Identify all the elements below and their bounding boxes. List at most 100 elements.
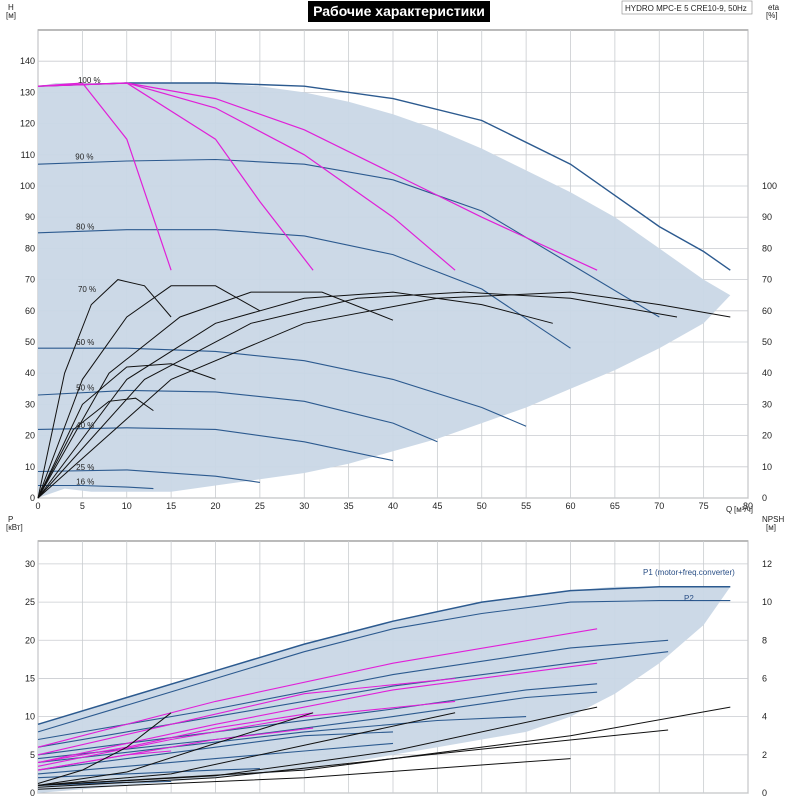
speed-label: 80 % — [76, 223, 94, 232]
x-tick-label: 65 — [610, 501, 620, 511]
speed-label: 60 % — [76, 338, 94, 347]
speed-curve — [37, 389, 438, 443]
y2-tick-label: 30 — [762, 399, 772, 409]
y-tick-label: 110 — [21, 150, 35, 160]
qh-curve — [37, 291, 731, 499]
y-tick-label: 30 — [25, 559, 35, 569]
y-tick-label: 20 — [25, 635, 35, 645]
p1-series-line — [37, 586, 731, 726]
p-axis-unit: [кВт] — [6, 523, 23, 532]
npsh-axis-unit: [м] — [766, 523, 776, 532]
max-speed-curve — [37, 82, 731, 271]
power-speed-curve — [37, 768, 260, 779]
q-axis-label: Q — [726, 505, 732, 514]
y2-tick-label: 2 — [762, 750, 767, 760]
y2-tick-label: 60 — [762, 306, 772, 316]
x-tick-label: 70 — [654, 501, 664, 511]
npsh-curve — [37, 758, 571, 790]
speed-curve — [37, 229, 571, 349]
x-tick-label: 5 — [80, 501, 85, 511]
y2-tick-label: 40 — [762, 368, 772, 378]
eta-axis-unit: [%] — [766, 11, 778, 20]
speed-label: 16 % — [76, 478, 94, 487]
legend-p2: P2 — [684, 594, 694, 603]
y2-tick-label: 100 — [762, 181, 777, 191]
npsh-curve — [37, 706, 731, 786]
power-pump-curve — [37, 662, 598, 764]
x-tick-label: 35 — [344, 501, 354, 511]
y2-tick-label: 50 — [762, 337, 772, 347]
y2-tick-label: 6 — [762, 673, 767, 683]
x-tick-label: 75 — [699, 501, 709, 511]
operating-envelope-area — [38, 83, 731, 498]
x-tick-label: 0 — [35, 501, 40, 511]
y2-tick-label: 4 — [762, 712, 767, 722]
speed-curve — [37, 427, 394, 462]
y2-tick-label: 12 — [762, 559, 772, 569]
qh-curve — [37, 285, 261, 499]
power-speed-curve — [37, 651, 669, 748]
y-tick-label: 100 — [20, 181, 35, 191]
power-speed-curve — [37, 683, 598, 756]
y-tick-label: 0 — [30, 788, 35, 798]
x-tick-label: 25 — [255, 501, 265, 511]
y2-tick-label: 20 — [762, 431, 772, 441]
y-tick-label: 10 — [25, 462, 35, 472]
speed-curve — [38, 484, 154, 490]
y-tick-label: 5 — [30, 750, 35, 760]
axis-labels: 0102030405060708090100110120130140010203… — [20, 56, 777, 798]
y2-tick-label: 10 — [762, 462, 772, 472]
speed-curve — [37, 469, 260, 483]
h-axis-unit: [м] — [6, 11, 16, 20]
qh-curve — [37, 291, 394, 499]
npsh-curve — [37, 712, 172, 784]
y-tick-label: 70 — [25, 275, 35, 285]
npsh-curve — [37, 729, 669, 788]
y2-tick-label: 0 — [762, 493, 767, 503]
x-tick-label: 40 — [388, 501, 398, 511]
speed-label: 70 % — [78, 285, 96, 294]
qh-curve — [37, 363, 216, 499]
qh-curve — [37, 397, 154, 499]
p2-series-line — [37, 600, 731, 733]
chart-title: Рабочие характеристики — [313, 3, 485, 19]
npsh-curve — [37, 712, 314, 786]
power-envelope-area — [38, 586, 731, 793]
x-tick-label: 55 — [521, 501, 531, 511]
q-axis-unit: [м³/ч] — [734, 505, 753, 514]
head-chart-plot: 100 % 90 % 80 % 70 % 60 % 50 % 40 % 25 % 16 % — [37, 76, 731, 499]
power-pump-curve — [37, 700, 456, 767]
x-tick-label: 10 — [122, 501, 132, 511]
speed-label: 90 % — [75, 152, 93, 161]
y-tick-label: 30 — [25, 399, 35, 409]
x-tick-label: 20 — [210, 501, 220, 511]
chart-title-bg — [308, 1, 490, 22]
speed-label: 50 % — [76, 383, 94, 392]
y-tick-label: 50 — [25, 337, 35, 347]
x-tick-label: 15 — [166, 501, 176, 511]
speed-label: 25 % — [76, 463, 94, 472]
power-speed-curve — [37, 639, 669, 741]
power-speed-curve — [37, 691, 598, 760]
qh-curve — [37, 279, 172, 499]
y-tick-label: 90 — [25, 212, 35, 222]
speed-label: 100 % — [78, 76, 101, 85]
npsh-curve — [37, 712, 456, 786]
y-tick-label: 20 — [25, 431, 35, 441]
eta-axis-label: eta — [768, 3, 780, 12]
y-tick-label: 60 — [25, 306, 35, 316]
npsh-axis-label: NPSH — [762, 515, 784, 524]
pump-count-curve — [37, 82, 172, 271]
y-tick-label: 80 — [25, 243, 35, 253]
power-pump-curve — [37, 712, 314, 764]
power-pump-curve — [37, 677, 456, 756]
x-tick-label: 50 — [477, 501, 487, 511]
p-axis-label: P — [8, 515, 13, 524]
qh-curve — [37, 291, 678, 499]
power-chart-plot — [37, 586, 731, 793]
legend-p1: P1 (motor+freq.converter) — [643, 568, 735, 577]
y-tick-label: 10 — [25, 712, 35, 722]
y2-tick-label: 90 — [762, 212, 772, 222]
power-speed-curve — [37, 742, 394, 775]
